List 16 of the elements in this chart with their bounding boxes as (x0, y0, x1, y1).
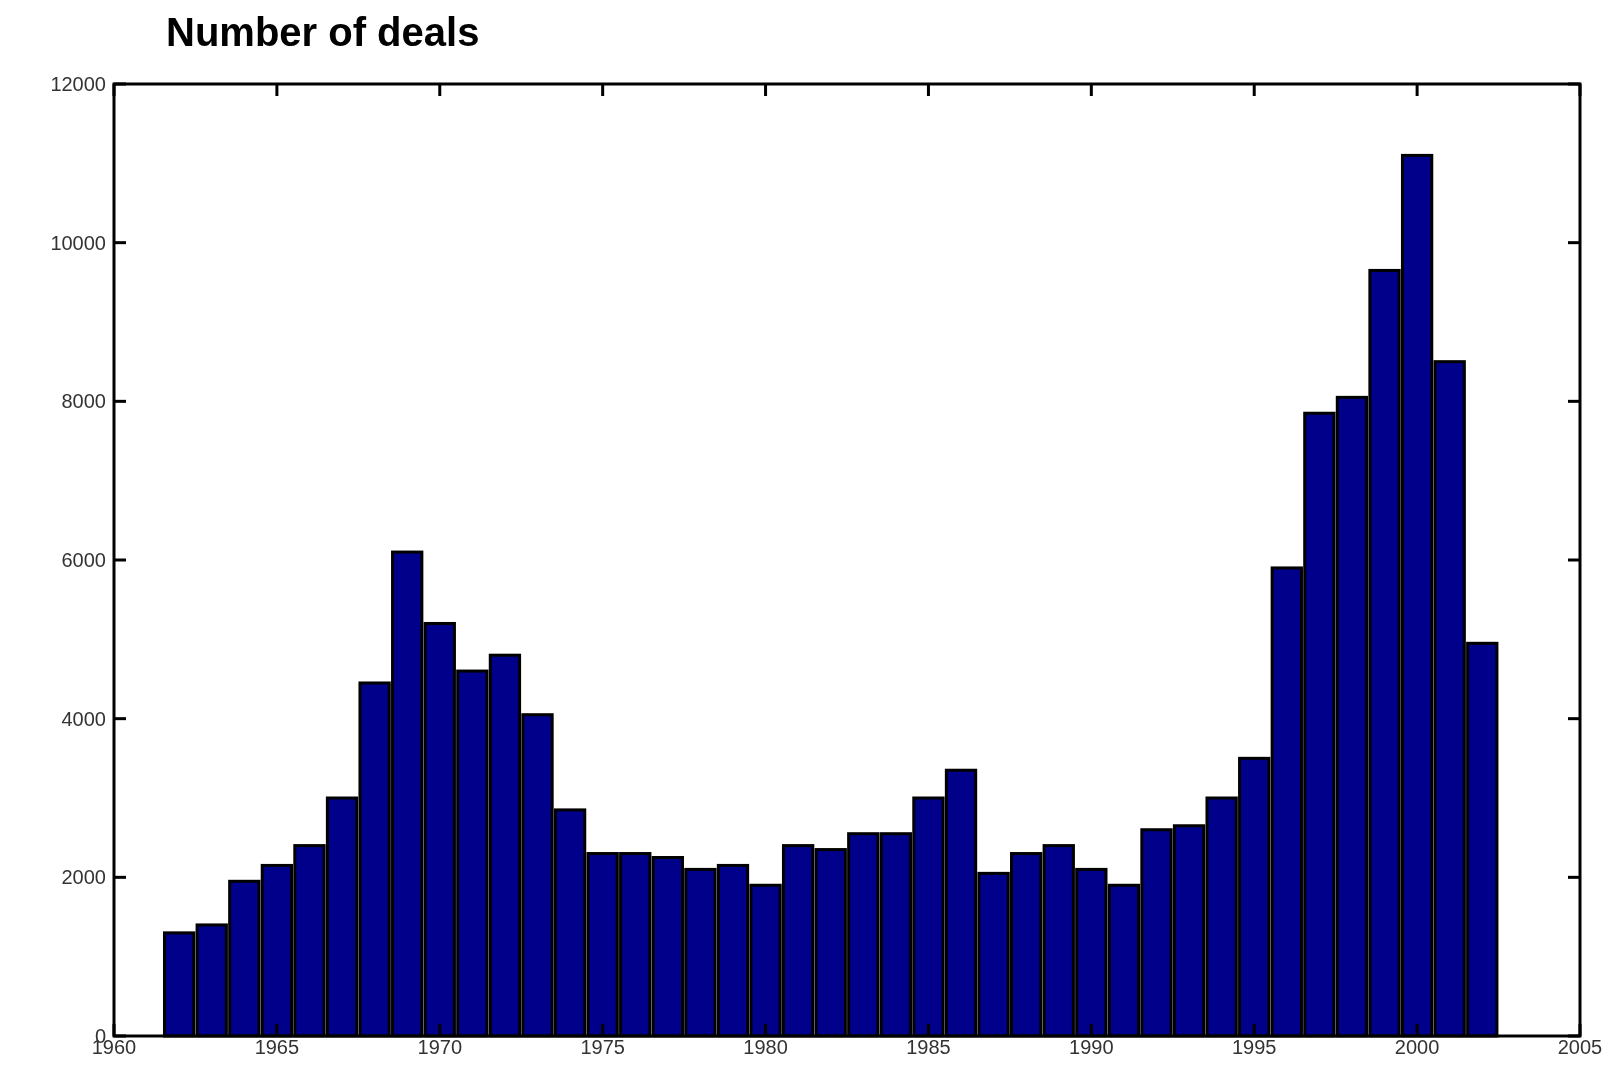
x-tick-label: 2005 (1557, 1036, 1603, 1058)
x-tick-label: 1985 (906, 1036, 951, 1058)
x-tick-label: 2000 (1394, 1036, 1440, 1058)
x-tick-label: 1965 (254, 1036, 300, 1058)
x-tick-label: 1970 (417, 1036, 463, 1058)
x-tick-label: 1975 (580, 1036, 625, 1058)
y-tick-label: 12000 (50, 73, 106, 95)
y-tick-label: 6000 (61, 549, 106, 571)
y-tick-label: 10000 (50, 231, 106, 254)
chart-title: Number of deals (166, 10, 480, 54)
y-tick-label: 2000 (61, 866, 106, 889)
x-tick-label: 1995 (1231, 1036, 1277, 1058)
y-tick-label: 4000 (61, 707, 106, 730)
x-tick-label: 1990 (1069, 1036, 1114, 1058)
x-tick-label: 1980 (743, 1036, 788, 1058)
y-tick-label: 8000 (61, 390, 106, 413)
